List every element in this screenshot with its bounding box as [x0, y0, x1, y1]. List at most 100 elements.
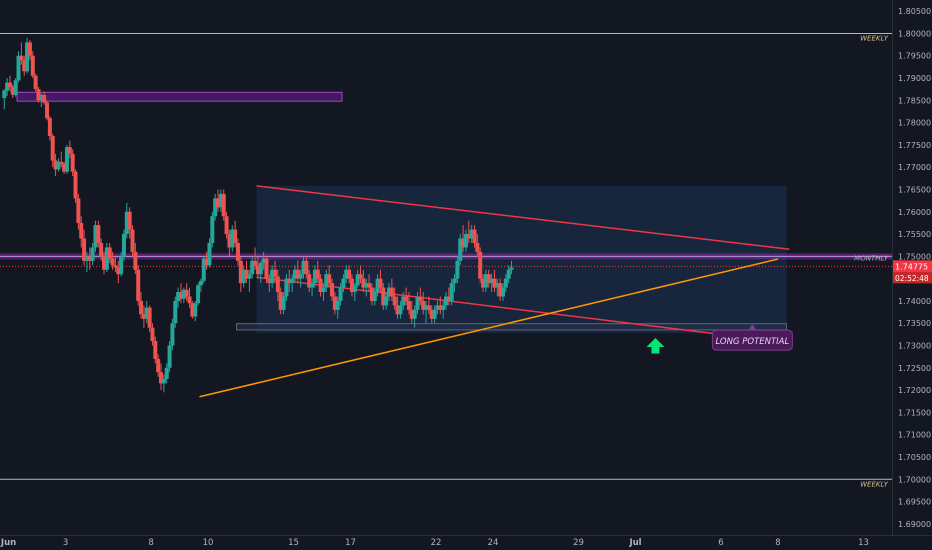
candle-down	[178, 292, 183, 299]
candle-up	[455, 260, 460, 279]
candle-down	[378, 278, 383, 288]
candle-up	[284, 278, 289, 297]
level-label: WEEKLY	[860, 480, 889, 488]
candle-up	[201, 258, 206, 281]
candle-down	[67, 147, 72, 154]
candle-down	[156, 358, 161, 373]
candle-up	[355, 274, 360, 286]
candle-up	[281, 296, 286, 310]
x-tick-label: 8	[775, 538, 780, 548]
candle-up	[463, 234, 468, 248]
candle-down	[116, 267, 121, 275]
annotation-text: LONG POTENTIAL	[715, 337, 789, 347]
countdown-tag	[893, 272, 932, 284]
y-tick-label: 1.69500	[898, 498, 931, 507]
candle-up	[181, 289, 186, 299]
candle-up	[170, 323, 175, 346]
candle-down	[227, 234, 232, 248]
candle-down	[216, 198, 221, 208]
candle-up	[84, 256, 89, 261]
candle-down	[22, 60, 27, 72]
candle-down	[36, 89, 41, 101]
y-tick-label: 1.71500	[898, 408, 931, 417]
candle-down	[253, 260, 258, 266]
candle-up	[241, 269, 246, 284]
candle-up	[247, 274, 252, 279]
candles-layer	[2, 37, 514, 393]
candle-up	[435, 305, 440, 310]
candle-down	[304, 260, 309, 275]
candle-up	[398, 305, 403, 315]
y-tick-label: 1.75000	[898, 252, 931, 261]
candle-down	[42, 94, 47, 103]
candle-down	[486, 274, 491, 284]
candle-up	[119, 256, 124, 275]
candle-down	[287, 278, 292, 284]
candle-up	[338, 287, 343, 301]
supply-zone-box	[16, 91, 343, 102]
current-price-text: 1.74775	[895, 262, 928, 271]
candle-down	[475, 242, 480, 252]
candle-down	[438, 305, 443, 310]
candle-up	[415, 296, 420, 310]
y-tick-label: 1.78000	[898, 119, 931, 128]
candle-down	[466, 234, 471, 239]
candle-down	[19, 55, 24, 61]
x-tick-label: 22	[431, 538, 442, 548]
wedge-upper-line	[256, 185, 790, 250]
candle-down	[426, 305, 431, 310]
candle-up	[93, 225, 98, 248]
candle-up	[441, 305, 446, 310]
candle-down	[295, 269, 300, 279]
y-tick-label: 1.77500	[898, 141, 931, 150]
candle-up	[375, 278, 380, 293]
candle-down	[481, 278, 486, 288]
candle-down	[235, 242, 240, 261]
candle-down	[96, 225, 101, 243]
candle-up	[387, 287, 392, 297]
y-tick-label: 1.71000	[898, 431, 931, 440]
candle-down	[59, 161, 64, 164]
candle-up	[176, 292, 181, 301]
candle-up	[218, 193, 223, 208]
candle-up	[167, 345, 172, 368]
candle-up	[321, 287, 326, 293]
candle-down	[418, 296, 423, 301]
candle-down	[27, 42, 32, 56]
y-tick-label: 1.79500	[898, 52, 931, 61]
candle-up	[310, 283, 315, 288]
candle-down	[421, 300, 426, 310]
x-tick-label: 15	[288, 538, 299, 548]
candle-down	[461, 238, 466, 248]
candle-up	[341, 278, 346, 288]
candle-up	[401, 296, 406, 306]
candle-down	[7, 82, 12, 87]
candle-down	[33, 75, 38, 90]
candle-down	[244, 269, 249, 279]
x-tick-label: Jun	[0, 538, 16, 548]
y-tick-label: 1.69000	[898, 520, 931, 529]
candle-down	[381, 287, 386, 306]
candle-up	[432, 309, 437, 319]
candle-up	[312, 269, 317, 284]
candle-down	[10, 86, 15, 95]
ascending-trend-line	[199, 258, 779, 398]
candle-up	[90, 247, 95, 261]
candle-down	[130, 229, 135, 252]
candle-down	[139, 300, 144, 315]
candle-down	[107, 247, 112, 259]
candle-down	[133, 251, 138, 270]
candle-down	[50, 135, 55, 161]
candle-up	[372, 292, 377, 301]
candle-down	[224, 216, 229, 235]
candle-up	[2, 90, 7, 99]
y-tick-label: 1.73500	[898, 319, 931, 328]
candle-down	[332, 296, 337, 310]
candle-down	[369, 287, 374, 301]
candle-up	[449, 283, 454, 301]
candle-down	[409, 309, 414, 319]
candle-down	[73, 171, 78, 199]
candle-up	[13, 80, 18, 95]
candle-down	[147, 307, 152, 328]
